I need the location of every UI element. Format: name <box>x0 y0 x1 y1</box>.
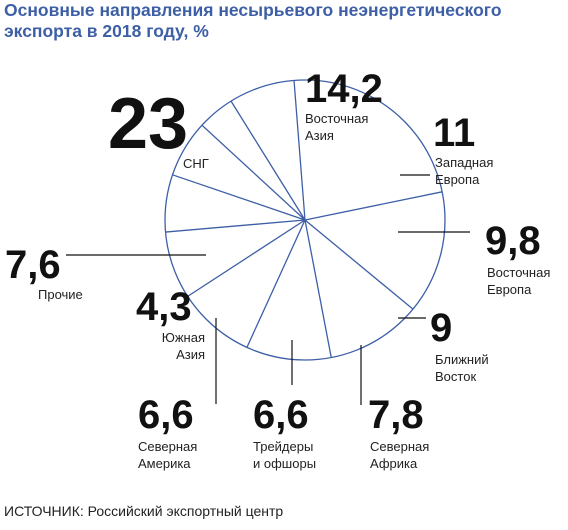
pie-slice-2-boundary <box>304 191 443 221</box>
slice-1-label-line-1: СНГ <box>183 156 209 171</box>
slice-5-label-line-1: Ближний <box>435 352 489 367</box>
slice-10-label-line-1: Прочие <box>38 287 83 302</box>
slice-5-label-line-2: Восток <box>435 369 476 384</box>
slice-2-value: 14,2 <box>305 67 383 111</box>
slice-10-value: 7,6 <box>5 243 61 287</box>
slice-3-value: 11 <box>433 111 475 155</box>
source-note: ИСТОЧНИК: Российский экспортный центр <box>4 503 284 519</box>
pie-slice-9-boundary <box>201 124 306 221</box>
pie-slice-3-boundary <box>304 219 414 310</box>
slice-5-value: 9 <box>430 306 452 350</box>
pie-slice-6-boundary <box>187 219 306 297</box>
slice-1-value: 23 <box>108 84 188 164</box>
pie-slice-8-boundary <box>172 174 306 221</box>
pie-slice-5-boundary <box>246 219 306 348</box>
slice-3-label-line-1: Западная <box>435 155 493 170</box>
slice-7-label-line-1: Трейдеры <box>253 439 313 454</box>
slice-2-label-line-1: Восточная <box>305 111 368 126</box>
slice-7-value: 6,6 <box>253 393 309 437</box>
chart-title: Основные направления несырьевого неэнерг… <box>4 0 502 41</box>
pie-slice-4-boundary <box>304 219 332 358</box>
slice-8-value: 6,6 <box>138 393 194 437</box>
slice-9-label-line-2: Азия <box>176 347 205 362</box>
slice-6-label-line-2: Африка <box>370 456 418 471</box>
slice-4-label-line-2: Европа <box>487 282 532 297</box>
slice-6-value: 7,8 <box>368 393 424 437</box>
slice-6-label-line-1: Северная <box>370 439 429 454</box>
slice-9-value: 4,3 <box>136 285 192 329</box>
slice-3-label-line-2: Европа <box>435 172 480 187</box>
pie-slice-10-boundary <box>230 100 306 221</box>
slice-2-label-line-2: Азия <box>305 128 334 143</box>
slice-4-value: 9,8 <box>485 219 541 263</box>
pie-slice-7-boundary <box>165 219 306 233</box>
slice-8-label-line-1: Северная <box>138 439 197 454</box>
slice-7-label-line-2: и офшоры <box>253 456 316 471</box>
pie-outline <box>164 79 446 361</box>
slice-4-label-line-1: Восточная <box>487 265 550 280</box>
pie-slice-1-boundary <box>293 80 306 221</box>
slice-8-label-line-2: Америка <box>138 456 191 471</box>
slice-9-label-line-1: Южная <box>162 330 205 345</box>
